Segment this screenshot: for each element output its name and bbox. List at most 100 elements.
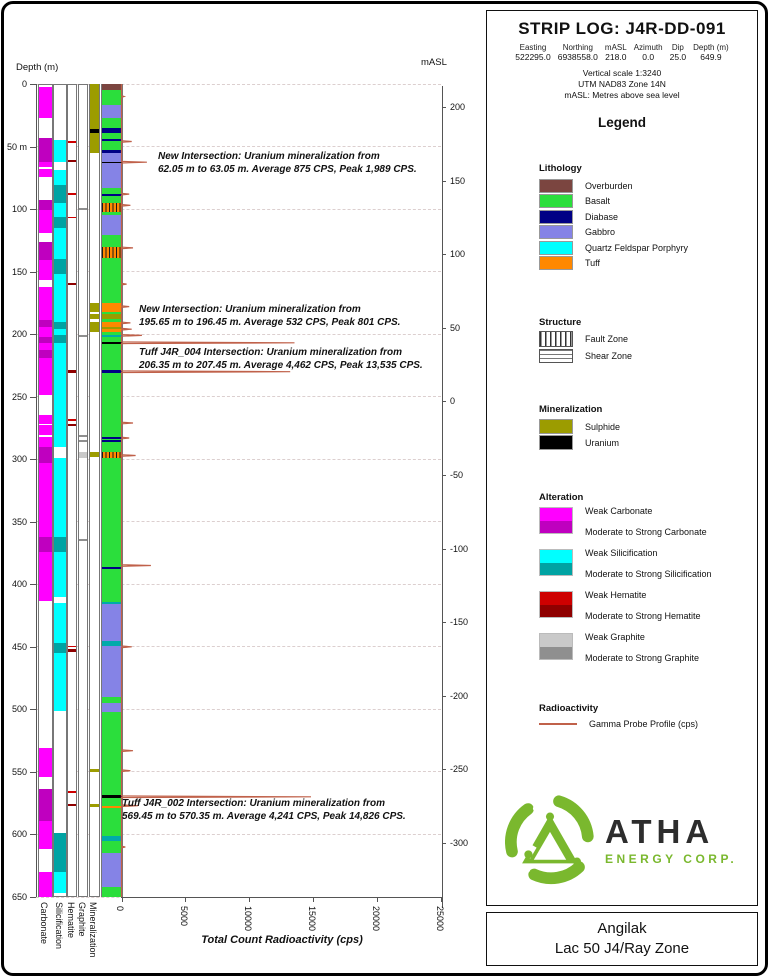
cps-tick (185, 897, 187, 902)
interval-s (54, 185, 66, 203)
interval-basalt (102, 840, 122, 854)
interval-s (54, 833, 66, 872)
utm-note: UTM NAD83 Zone 14N (578, 79, 666, 89)
masl-note: mASL: Metres above sea level (564, 90, 680, 100)
interval-basalt (102, 132, 122, 140)
column-label: Hematite (65, 902, 76, 939)
interval-s (39, 320, 52, 327)
interval-s (79, 207, 87, 210)
legend-label: Diabase (585, 212, 619, 222)
interval-basalt (102, 797, 122, 806)
interval-s (54, 216, 66, 228)
interval-w (54, 871, 66, 894)
legend-title: Legend (597, 115, 646, 130)
masl-tick (442, 769, 446, 771)
interval-s (39, 137, 52, 162)
interval-s (39, 536, 52, 552)
interval-sulphide (102, 326, 122, 330)
column-hematite (67, 84, 77, 897)
interval-sulphide (90, 321, 99, 332)
interval-basalt (102, 457, 122, 567)
interval-w (39, 748, 52, 777)
interval-gabbro (102, 152, 122, 162)
masl-tick-label: 0 (450, 396, 456, 407)
legend-lithology-heading: Lithology (539, 163, 582, 174)
cps-tick-label: 15000 (306, 906, 317, 932)
field-value: 6938558.0 (557, 52, 598, 62)
shear-zone-swatch (539, 349, 573, 363)
zone-name: Lac 50 J4/Ray Zone (554, 940, 690, 957)
masl-tick (442, 622, 446, 624)
depth-tick (30, 897, 36, 898)
column-label: Silicification (53, 902, 64, 950)
intersection-annotation: New Intersection: Uranium mineralization… (139, 303, 400, 329)
masl-tick-label: -200 (450, 690, 469, 701)
depth-axis-title: Depth (m) (16, 62, 59, 73)
interval-sulphide (90, 804, 99, 807)
masl-tick (442, 401, 446, 403)
carbonate-swatch (539, 507, 573, 534)
gamma-line-swatch (539, 723, 577, 725)
field-value: 649.9 (700, 52, 722, 62)
legend-item-silicification: Weak Silicification Moderate to Strong S… (539, 548, 712, 579)
legend-label: Tuff (585, 258, 601, 268)
interval-gabbro (102, 163, 122, 188)
cps-tick-label: 5000 (178, 906, 189, 927)
interval-sulphide (90, 84, 99, 153)
depth-tick-label: 0 (21, 79, 27, 89)
interval-basalt (102, 319, 122, 322)
interval-tuff (102, 329, 122, 333)
interval-sulphide (90, 302, 99, 312)
interval-diabase (102, 150, 122, 153)
interval-tuff (102, 805, 122, 808)
interval-s (79, 539, 87, 542)
legend-label: Moderate to Strong Carbonate (585, 527, 707, 537)
interval-basalt (102, 438, 122, 441)
interval-basalt (102, 372, 122, 437)
silicification-swatch (539, 549, 573, 576)
interval-s (39, 350, 52, 358)
depth-tick (30, 521, 36, 523)
interval-uranium (102, 161, 122, 164)
interval-w (39, 326, 52, 337)
legend-label: Quartz Feldspar Porphyry (585, 243, 689, 253)
depth-tick (30, 646, 36, 648)
interval-basalt (102, 886, 122, 897)
depth-tick (30, 396, 36, 398)
legend-label: Moderate to Strong Graphite (585, 653, 700, 663)
interval-qfp_band (102, 335, 122, 338)
interval-gabbro (102, 645, 122, 697)
interval-s (68, 424, 76, 427)
cps-tick (377, 897, 379, 902)
interval-tuff (102, 302, 122, 312)
depth-tick-label: 650 (11, 892, 27, 902)
interval-basalt (102, 117, 122, 128)
depth-tick (30, 334, 36, 336)
interval-w (68, 192, 76, 195)
interval-s (39, 200, 52, 211)
cps-tick-label: 25000 (434, 906, 445, 932)
interval-w (54, 170, 66, 186)
legend-label: Shear Zone (585, 351, 633, 361)
annotation-line: 206.35 m to 207.45 m. Average 4,462 CPS,… (139, 360, 423, 371)
legend-label: Sulphide (585, 421, 621, 432)
project-name: Angilak (597, 920, 647, 937)
legend-item-shear-zone: Shear Zone (539, 349, 632, 363)
interval-w (54, 329, 66, 336)
weak-hematite-swatch (540, 592, 572, 605)
legend-label: Gamma Probe Profile (cps) (589, 719, 699, 729)
field-label: Azimuth (633, 43, 663, 52)
interval-basalt (102, 257, 122, 303)
interval-qfp_band (102, 601, 122, 605)
interval-w (39, 286, 52, 321)
interval-w (68, 140, 76, 143)
quartz-feldspar-porphyry-swatch (539, 241, 573, 255)
interval-sulphide (90, 769, 99, 772)
strong-graphite-swatch (540, 646, 572, 659)
interval-s (39, 336, 52, 343)
interval-basalt (102, 140, 122, 151)
project-box: Angilak Lac 50 J4/Ray Zone (486, 912, 758, 966)
depth-tick-label: 400 (11, 579, 27, 590)
basalt-swatch (539, 194, 573, 208)
